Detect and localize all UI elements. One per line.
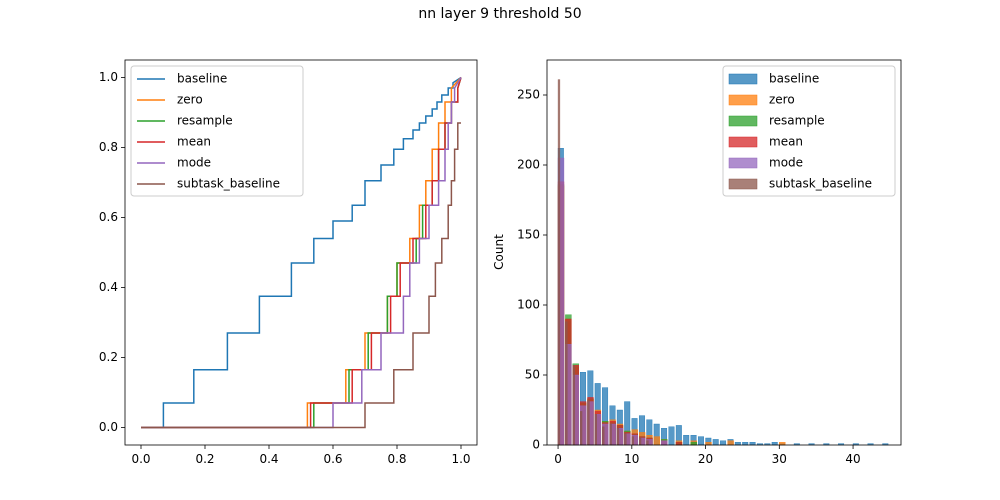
y-axis-label: Count	[492, 234, 506, 270]
legend-patch-mean	[728, 136, 758, 148]
y-tick-label: 0.2	[99, 350, 118, 364]
legend-patch-mode	[728, 157, 758, 169]
hist-bar-subtask_baseline	[579, 411, 583, 446]
hist-bar-subtask_baseline	[609, 423, 612, 446]
left-legend: baseline zero resample mean mode subtask_base…	[130, 65, 304, 197]
line-series-subtask_baseline	[141, 122, 461, 429]
x-tick-label: 40	[845, 452, 860, 466]
hist-bar-baseline	[720, 440, 727, 446]
left-axes-frame	[124, 59, 478, 446]
right-legend: baseline zero resample mean mode subtask_base…	[722, 65, 896, 197]
x-tick-label: 0.0	[131, 452, 150, 466]
hist-bar-zero	[779, 442, 786, 446]
hist-series-mode	[557, 157, 668, 446]
legend-label-zero: zero	[177, 93, 203, 107]
y-tick-label: 100	[517, 298, 540, 312]
x-tick-label: 30	[772, 452, 787, 466]
y-tick-label: 1.0	[99, 70, 118, 84]
legend-label-resample: resample	[177, 114, 233, 128]
y-tick-label: 150	[517, 228, 540, 242]
hist-bar-baseline	[712, 439, 719, 446]
y-tick-label: 0.6	[99, 210, 118, 224]
left-axes: 0.0 0.2 0.4 0.6 0.8 1.0 0.0 0.2 0.4 0.6 0.8 1.0 base…	[99, 59, 478, 466]
hist-bar-mean	[675, 442, 683, 446]
hist-bar-zero	[653, 436, 661, 446]
hist-bar-baseline	[771, 442, 778, 446]
legend-label-mode: mode	[769, 156, 803, 170]
hist-bar-subtask_baseline	[646, 440, 649, 446]
hist-bar-baseline	[742, 442, 749, 446]
y-tick-label: 0	[532, 438, 540, 452]
legend-patch-baseline	[728, 73, 758, 85]
x-tick-label: 0	[554, 452, 562, 466]
y-tick-label: 50	[525, 368, 540, 382]
hist-bar-subtask_baseline	[594, 414, 597, 446]
right-legend-box	[722, 65, 896, 197]
legend-label-mean: mean	[177, 135, 211, 149]
hist-bar-baseline	[697, 436, 704, 446]
y-tick-label: 200	[517, 158, 540, 172]
legend-patch-resample	[728, 115, 758, 127]
x-tick-label: 0.4	[259, 452, 278, 466]
hist-bar-zero	[705, 442, 712, 446]
y-tick-label: 0.0	[99, 420, 118, 434]
legend-label-subtask_baseline: subtask_baseline	[177, 177, 280, 191]
hist-bar-baseline	[734, 442, 741, 446]
line-series-mode	[141, 77, 462, 429]
hist-bar-baseline	[668, 426, 675, 446]
legend-label-baseline: baseline	[177, 72, 227, 86]
hist-bar-baseline	[683, 435, 690, 446]
x-tick-label: 0.6	[323, 452, 342, 466]
line-series-baseline	[141, 76, 462, 429]
hist-bar-subtask_baseline	[631, 436, 634, 446]
y-tick-label: 250	[517, 88, 540, 102]
hist-bar-subtask_baseline	[572, 365, 575, 446]
hist-bar-zero	[727, 440, 734, 446]
hist-bar-subtask_baseline	[557, 79, 561, 446]
legend-label-mean: mean	[769, 135, 803, 149]
legend-patch-zero	[728, 94, 758, 106]
x-tick-label: 20	[698, 452, 713, 466]
hist-bar-resample	[690, 442, 697, 446]
left-legend-box	[130, 65, 304, 197]
y-tick-label: 0.8	[99, 140, 118, 154]
x-tick-label: 0.8	[387, 452, 406, 466]
y-tick-label: 0.4	[99, 280, 118, 294]
figure-title: nn layer 9 threshold 50	[418, 6, 582, 22]
legend-label-mode: mode	[177, 156, 211, 170]
hist-bar-subtask_baseline	[602, 426, 605, 446]
hist-bar-subtask_baseline	[565, 321, 568, 446]
legend-label-baseline: baseline	[769, 72, 819, 86]
legend-label-subtask_baseline: subtask_baseline	[769, 177, 872, 191]
hist-bar-subtask_baseline	[638, 437, 642, 446]
x-tick-label: 10	[624, 452, 639, 466]
x-tick-label: 0.2	[195, 452, 214, 466]
hist-bar-subtask_baseline	[587, 400, 590, 446]
legend-label-zero: zero	[769, 93, 795, 107]
legend-label-resample: resample	[769, 114, 825, 128]
hist-bar-baseline	[749, 442, 756, 446]
right-axes: 0 10 20 30 40 0 50 100 150 200 250 Count baseline zer…	[492, 59, 902, 466]
hist-bar-subtask_baseline	[624, 433, 627, 446]
hist-bar-mode	[661, 440, 668, 446]
hist-bar-subtask_baseline	[616, 428, 620, 446]
x-tick-label: 1.0	[451, 452, 470, 466]
legend-patch-subtask_baseline	[728, 178, 758, 190]
right-axes-frame	[546, 59, 902, 446]
